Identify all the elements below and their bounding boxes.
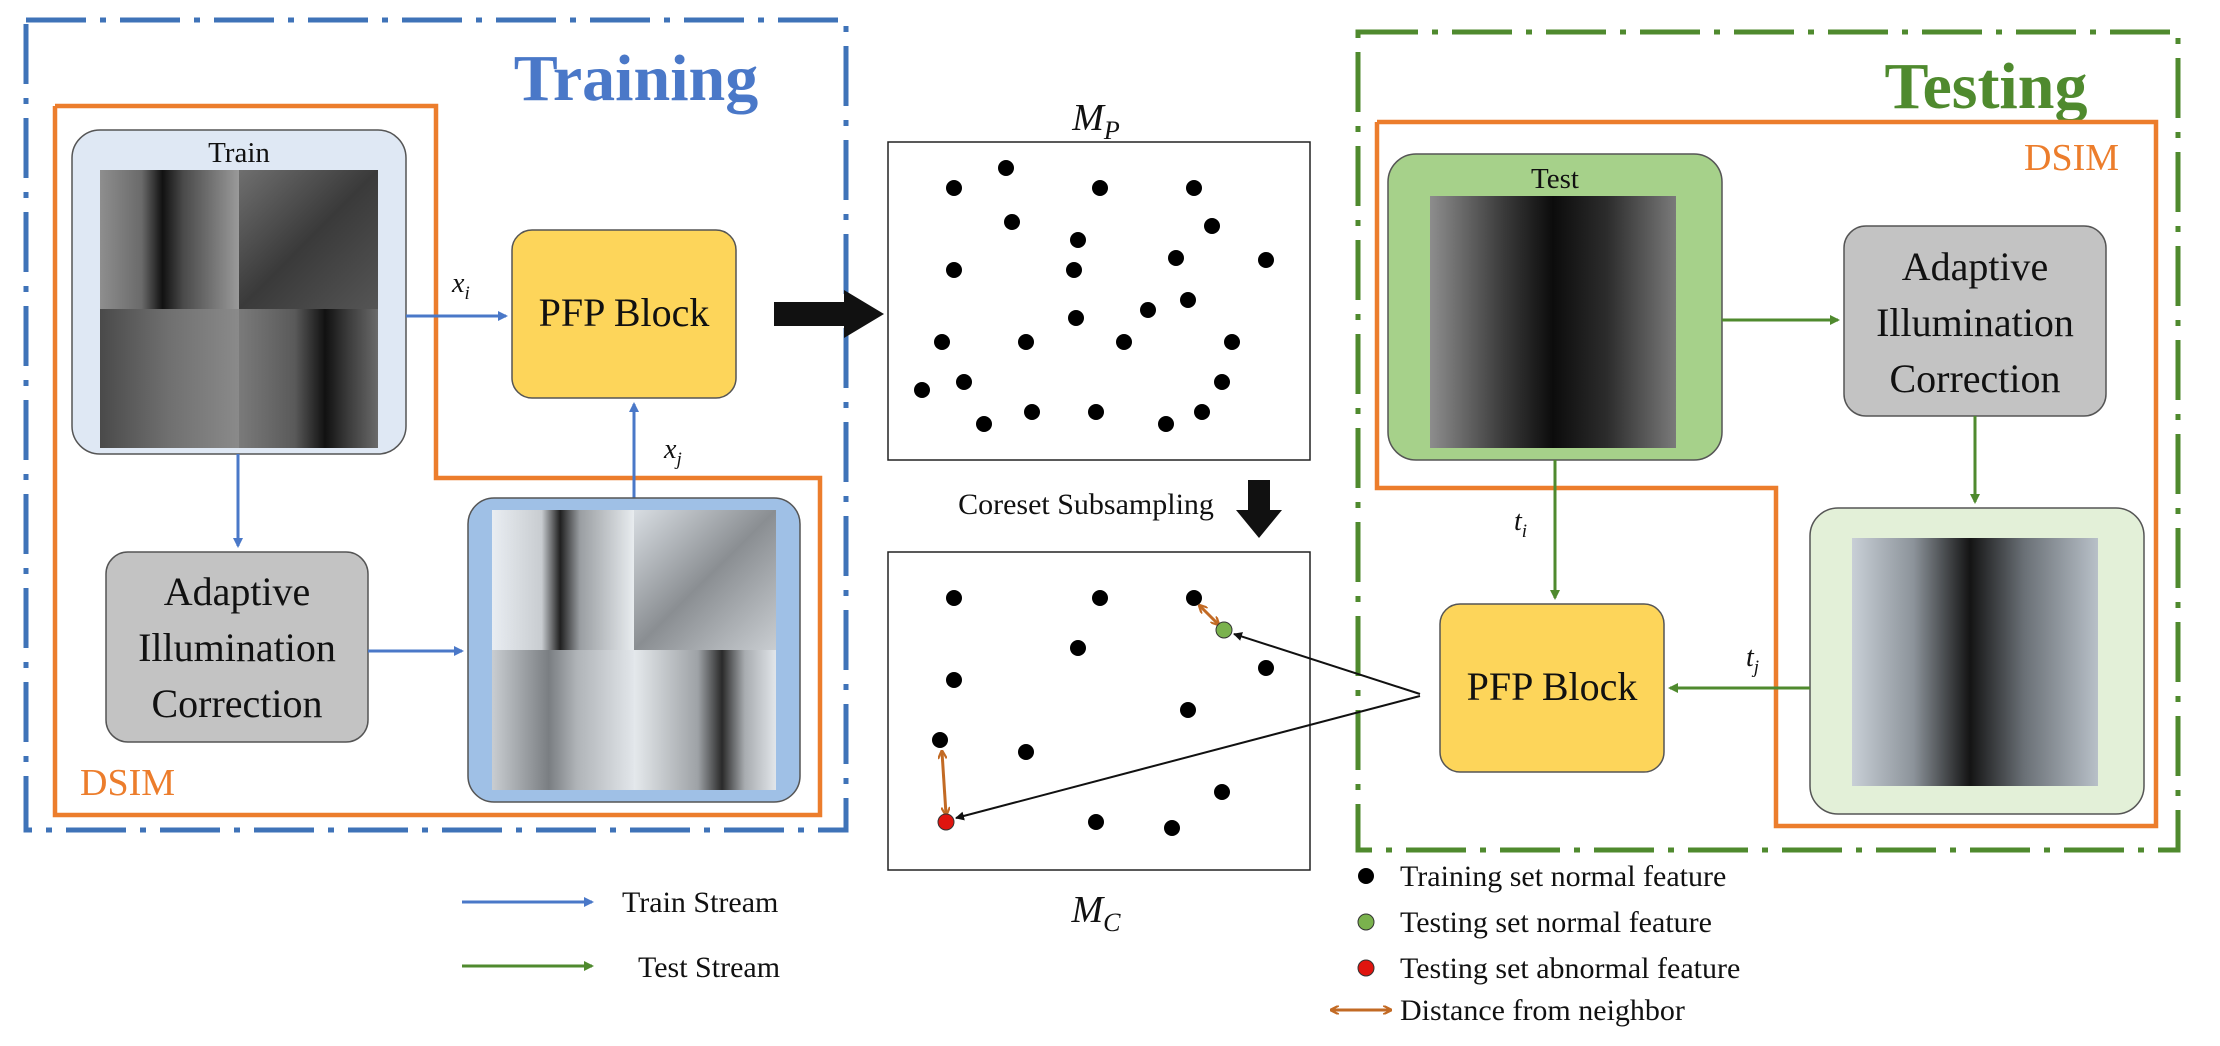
testing-aic-line3: Correction <box>1889 356 2060 401</box>
training-title: Training <box>514 42 759 115</box>
train-tile-3 <box>100 309 239 448</box>
legend-train-stream-label: Train Stream <box>622 886 778 919</box>
mp-point <box>1018 334 1034 350</box>
mp-point <box>1168 250 1184 266</box>
mc-point <box>932 732 948 748</box>
mp-point <box>1186 180 1202 196</box>
to-memory-arrow <box>774 290 884 338</box>
mc-point <box>1180 702 1196 718</box>
testing-aic-line1: Adaptive <box>1902 244 2049 289</box>
coreset-down-arrow <box>1236 480 1282 538</box>
train-tile-1 <box>100 170 239 309</box>
test-image-label: Test <box>1531 163 1579 195</box>
testing-dsim-outline <box>1374 119 2159 829</box>
train-tile-4 <box>239 309 378 448</box>
mc-point <box>1186 590 1202 606</box>
mp-point <box>1116 334 1132 350</box>
mp-label: MP <box>1071 97 1120 145</box>
legend-testing-normal-dot <box>1357 913 1375 931</box>
xi-label: xi <box>451 268 470 304</box>
mp-point <box>946 180 962 196</box>
test-image <box>1430 196 1676 448</box>
mp-point <box>1024 404 1040 420</box>
train-tile-2 <box>239 170 378 309</box>
legend-training-normal-dot <box>1358 868 1374 884</box>
mc-point <box>946 672 962 688</box>
testing-title: Testing <box>1885 50 2088 123</box>
mc-point <box>946 590 962 606</box>
mp-point <box>1194 404 1210 420</box>
mp-point <box>956 374 972 390</box>
mc-test-normal-point <box>1215 621 1233 639</box>
train-corrected-tile-4 <box>634 650 776 790</box>
mc-point <box>1070 640 1086 656</box>
legend-testing-abnormal-label: Testing set abnormal feature <box>1400 952 1740 985</box>
mp-point <box>1258 252 1274 268</box>
tj-label: tj <box>1746 642 1759 678</box>
mp-point <box>976 416 992 432</box>
mc-point <box>1018 744 1034 760</box>
train-corrected-tile-3 <box>492 650 634 790</box>
training-dsim-outline <box>52 103 823 818</box>
legend-training-normal-label: Training set normal feature <box>1400 860 1726 893</box>
mc-test-abnormal-point <box>937 813 955 831</box>
mc-point <box>1088 814 1104 830</box>
mc-label: MC <box>1071 889 1122 937</box>
ti-label: ti <box>1514 506 1527 542</box>
testing-frame <box>1355 29 2181 853</box>
mp-point <box>1092 180 1108 196</box>
legend-testing-normal-label: Testing set normal feature <box>1400 906 1712 939</box>
testing-pfp-block <box>1439 603 1665 773</box>
training-aic-line1: Adaptive <box>164 569 311 614</box>
mp-point <box>1070 232 1086 248</box>
mp-point <box>1214 374 1230 390</box>
xj-label: xj <box>663 434 682 470</box>
pfp-to-abnormal-arrow <box>955 695 1421 821</box>
distance-arrow-normal <box>1200 606 1218 624</box>
mc-point <box>1214 784 1230 800</box>
coreset-subsampling-label: Coreset Subsampling <box>958 488 1214 521</box>
mp-point <box>946 262 962 278</box>
testing-pfp-label: PFP Block <box>1467 664 1638 709</box>
mp-points <box>914 160 1274 432</box>
training-pfp-block <box>511 229 737 399</box>
mp-point <box>1066 262 1082 278</box>
mp-point <box>1180 292 1196 308</box>
train-corrected-tile-2 <box>634 510 776 650</box>
legend-distance-label: Distance from neighbor <box>1400 994 1685 1027</box>
mc-point <box>1258 660 1274 676</box>
training-frame <box>23 17 849 833</box>
train-corrected-tile-1 <box>492 510 634 650</box>
mp-point <box>914 382 930 398</box>
mc-point <box>1092 590 1108 606</box>
test-corrected-image <box>1852 538 2098 786</box>
mp-point <box>1004 214 1020 230</box>
mp-point <box>1224 334 1240 350</box>
training-aic-block <box>105 551 369 743</box>
mc-point <box>1164 820 1180 836</box>
training-pfp-label: PFP Block <box>539 290 710 335</box>
distance-arrow-abnormal <box>942 752 946 814</box>
mp-point <box>998 160 1014 176</box>
mp-point <box>1068 310 1084 326</box>
mp-point <box>1088 404 1104 420</box>
training-aic-line2: Illumination <box>138 625 336 670</box>
train-image-label: Train <box>208 137 270 169</box>
mc-points <box>932 590 1274 836</box>
pfp-to-normal-arrow <box>1233 632 1421 695</box>
legend-testing-abnormal-dot <box>1357 959 1375 977</box>
testing-aic-line2: Illumination <box>1876 300 2074 345</box>
training-aic-line3: Correction <box>151 681 322 726</box>
testing-dsim-label: DSIM <box>2024 137 2119 179</box>
mp-point <box>934 334 950 350</box>
mp-point <box>1140 302 1156 318</box>
mp-point <box>1204 218 1220 234</box>
training-dsim-label: DSIM <box>80 762 175 804</box>
mp-point <box>1158 416 1174 432</box>
legend-test-stream-label: Test Stream <box>638 951 780 984</box>
